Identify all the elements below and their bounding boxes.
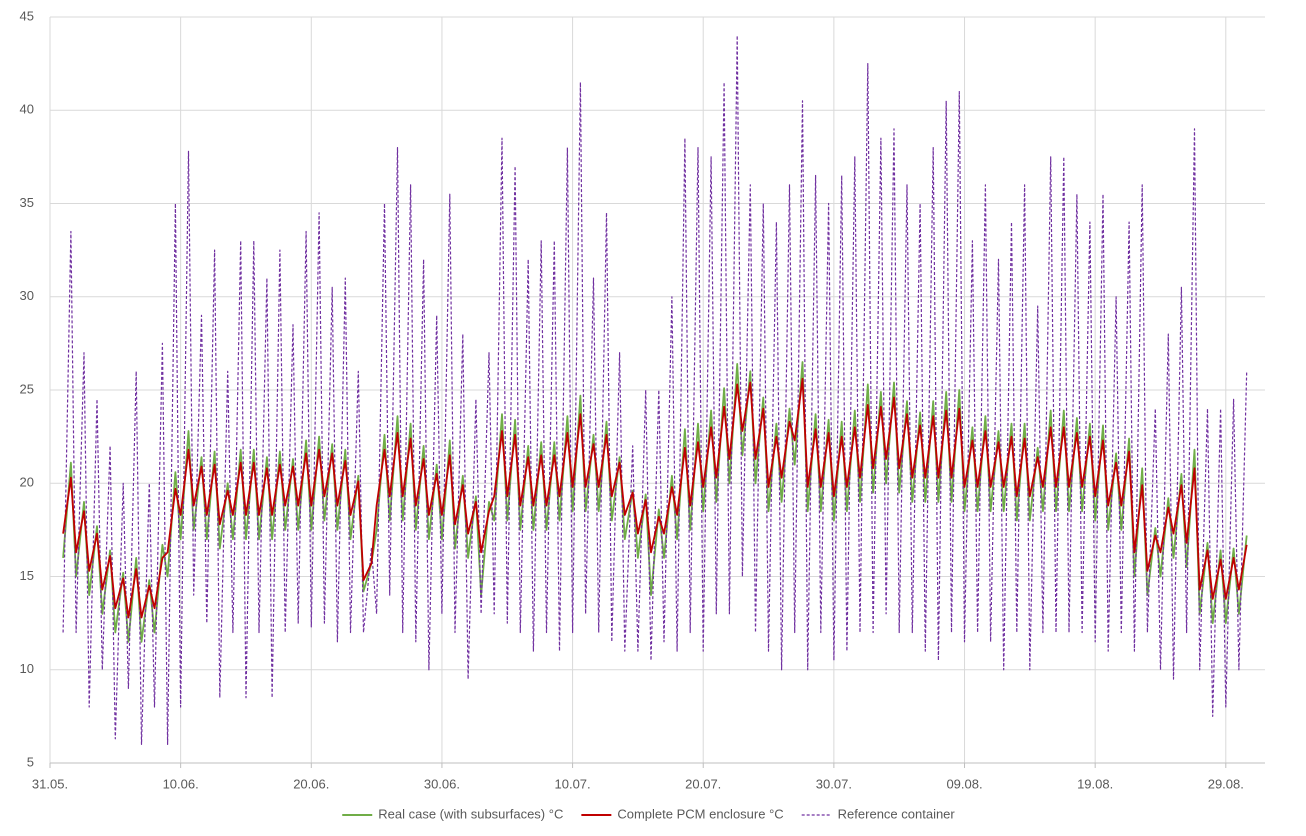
x-tick-label: 10.06.: [163, 776, 199, 791]
legend-label: Reference container: [838, 806, 956, 821]
x-tick-label: 29.08.: [1208, 776, 1244, 791]
y-tick-label: 10: [20, 661, 34, 676]
y-tick-label: 30: [20, 288, 34, 303]
legend-label: Complete PCM enclosure °C: [617, 806, 783, 821]
x-tick-label: 20.06.: [293, 776, 329, 791]
x-tick-label: 19.08.: [1077, 776, 1113, 791]
y-tick-label: 20: [20, 475, 34, 490]
series-line: [62, 377, 1248, 619]
x-tick-label: 30.07.: [816, 776, 852, 791]
y-tick-label: 40: [20, 102, 34, 117]
y-tick-label: 45: [20, 8, 34, 23]
x-tick-label: 30.06.: [424, 776, 460, 791]
x-tick-label: 31.05.: [32, 776, 68, 791]
legend-label: Real case (with subsurfaces) °C: [378, 806, 563, 821]
x-tick-label: 20.07.: [685, 776, 721, 791]
x-tick-label: 10.07.: [555, 776, 591, 791]
y-tick-label: 15: [20, 568, 34, 583]
x-tick-label: 09.08.: [946, 776, 982, 791]
series-line: [62, 361, 1248, 643]
y-tick-label: 25: [20, 381, 34, 396]
y-tick-label: 5: [27, 754, 34, 769]
y-tick-label: 35: [20, 195, 34, 210]
